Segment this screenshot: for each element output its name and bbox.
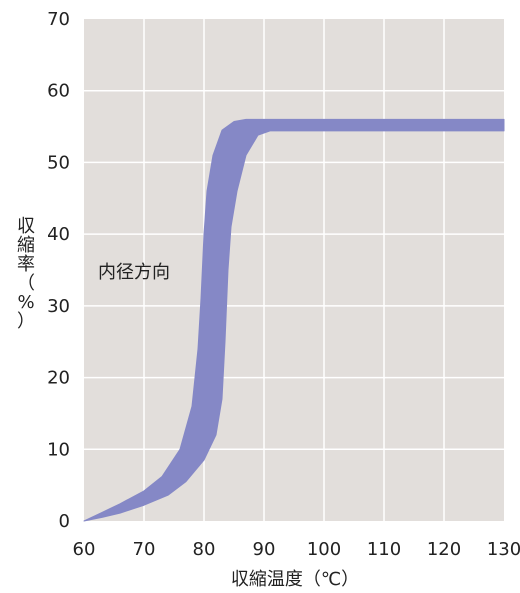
x-tick-label: 80 — [193, 539, 216, 560]
y-axis-label-char: ） — [17, 311, 35, 332]
x-tick-label: 120 — [427, 539, 461, 560]
y-axis-label: 収縮率（%） — [17, 216, 35, 332]
y-axis-label-char: % — [17, 292, 34, 313]
shrinkage-band — [83, 118, 505, 522]
plot-background — [84, 19, 504, 521]
y-tick-labels: 0 10 20 30 40 50 60 70 — [47, 9, 70, 532]
y-axis-label-char: （ — [17, 273, 35, 294]
x-tick-label: 100 — [307, 539, 341, 560]
y-tick-label: 30 — [47, 296, 70, 317]
annotation-label: 内径方向 — [98, 262, 170, 283]
x-tick-label: 70 — [133, 539, 156, 560]
y-axis-label-char: 収 — [17, 216, 35, 237]
y-axis-label-char: 縮 — [17, 235, 35, 256]
y-tick-label: 50 — [47, 152, 70, 173]
y-tick-label: 60 — [47, 81, 70, 102]
y-tick-label: 10 — [47, 439, 70, 460]
x-tick-label: 60 — [73, 539, 96, 560]
x-tick-label: 90 — [253, 539, 276, 560]
y-tick-label: 20 — [47, 368, 70, 389]
y-tick-label: 0 — [59, 511, 70, 532]
x-axis-label: 収縮温度（℃） — [231, 569, 359, 590]
x-tick-labels: 60 70 80 90 100 110 120 130 — [73, 539, 520, 560]
y-tick-label: 70 — [47, 9, 70, 30]
y-tick-label: 40 — [47, 224, 70, 245]
x-tick-label: 130 — [487, 539, 520, 560]
y-axis-label-char: 率 — [17, 254, 35, 275]
x-tick-label: 110 — [367, 539, 401, 560]
